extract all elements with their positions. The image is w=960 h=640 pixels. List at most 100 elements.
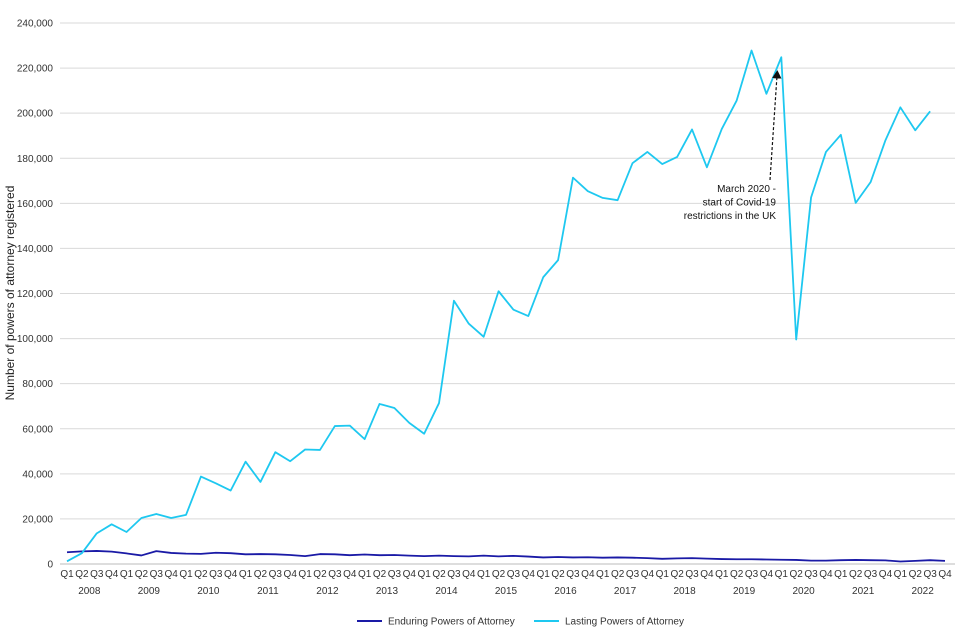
x-tick-label: Q2 (492, 569, 506, 580)
x-year-label: 2011 (257, 586, 279, 597)
series-lines (66, 49, 946, 563)
x-tick-label: Q3 (685, 569, 699, 580)
x-year-label: 2019 (733, 586, 756, 597)
x-tick-label: Q2 (254, 569, 268, 580)
x-tick-label: Q3 (388, 569, 402, 580)
x-tick-label: Q3 (90, 569, 104, 580)
x-tick-label: Q4 (879, 569, 893, 580)
x-tick-label: Q2 (611, 569, 625, 580)
legend-label: Lasting Powers of Attorney (565, 617, 684, 628)
x-tick-label: Q4 (164, 569, 178, 580)
y-axis-title: Number of powers of attorney registered (3, 186, 17, 401)
x-tick-label: Q2 (373, 569, 387, 580)
x-tick-label: Q3 (745, 569, 759, 580)
x-year-label: 2010 (197, 586, 220, 597)
y-axis-tick-labels: 0 20,000 40,000 60,000 80,000 100,000 120,000 1… (17, 19, 54, 571)
legend: Enduring Powers of Attorney Lasting Power… (357, 617, 684, 628)
x-tick-label: Q3 (150, 569, 164, 580)
y-tick-label: 240,000 (17, 19, 54, 30)
x-tick-label: Q1 (298, 569, 312, 580)
x-tick-label: Q1 (775, 569, 789, 580)
x-tick-label: Q1 (60, 569, 74, 580)
x-year-label: 2020 (793, 586, 816, 597)
x-year-label: 2014 (435, 586, 458, 597)
x-tick-label: Q4 (641, 569, 655, 580)
x-tick-label: Q2 (670, 569, 684, 580)
x-year-label: 2008 (78, 586, 101, 597)
x-tick-label: Q2 (790, 569, 804, 580)
y-tick-label: 140,000 (17, 244, 54, 255)
x-tick-label: Q4 (819, 569, 833, 580)
y-tick-label: 80,000 (22, 379, 53, 390)
x-tick-label: Q4 (700, 569, 714, 580)
y-tick-label: 100,000 (17, 334, 54, 345)
x-tick-label: Q1 (477, 569, 491, 580)
x-tick-label: Q2 (909, 569, 923, 580)
x-tick-label: Q3 (804, 569, 818, 580)
gridlines (60, 22, 955, 565)
x-tick-label: Q1 (358, 569, 372, 580)
y-tick-label: 20,000 (22, 514, 53, 525)
x-tick-label: Q2 (849, 569, 863, 580)
x-tick-label: Q3 (923, 569, 937, 580)
y-tick-label: 180,000 (17, 154, 54, 165)
annotation-text: start of Covid-19 (703, 198, 777, 209)
legend-label: Enduring Powers of Attorney (388, 617, 515, 628)
annotation-arrow (769, 70, 782, 181)
x-tick-label: Q1 (656, 569, 670, 580)
x-tick-label: Q1 (894, 569, 908, 580)
x-tick-label: Q4 (224, 569, 238, 580)
x-tick-label: Q3 (507, 569, 521, 580)
x-tick-label: Q3 (626, 569, 640, 580)
x-tick-label: Q1 (834, 569, 848, 580)
x-tick-label: Q4 (581, 569, 595, 580)
x-tick-label: Q4 (105, 569, 119, 580)
x-tick-label: Q3 (864, 569, 878, 580)
x-tick-label: Q4 (284, 569, 298, 580)
x-year-label: 2012 (316, 586, 339, 597)
x-year-label: 2015 (495, 586, 518, 597)
x-tick-label: Q4 (760, 569, 774, 580)
y-tick-label: 220,000 (17, 64, 54, 75)
annotation-text: restrictions in the UK (684, 211, 777, 222)
x-year-label: 2021 (852, 586, 875, 597)
x-tick-label: Q1 (715, 569, 729, 580)
series-line-enduring (66, 550, 946, 563)
x-tick-label: Q3 (447, 569, 461, 580)
x-year-label: 2016 (554, 586, 577, 597)
x-tick-label: Q2 (135, 569, 149, 580)
y-tick-label: 0 (47, 560, 53, 571)
x-tick-label: Q3 (328, 569, 342, 580)
x-tick-label: Q2 (313, 569, 327, 580)
x-tick-label: Q1 (239, 569, 253, 580)
annotation: March 2020 - start of Covid-19 restriction… (684, 70, 782, 222)
x-axis-tick-labels: Q1 Q2 Q3 Q4 Q1 Q2 Q3 Q4 Q1 Q2 Q3 Q4 Q1 Q2 Q3 Q4 Q1 Q2 Q3 Q4… (60, 569, 952, 597)
x-year-label: 2018 (673, 586, 696, 597)
x-year-label: 2013 (376, 586, 399, 597)
x-tick-label: Q2 (730, 569, 744, 580)
x-tick-label: Q4 (403, 569, 417, 580)
x-tick-label: Q1 (417, 569, 431, 580)
x-tick-label: Q1 (596, 569, 610, 580)
x-tick-label: Q3 (209, 569, 223, 580)
x-year-label: 2017 (614, 586, 637, 597)
y-tick-label: 120,000 (17, 289, 54, 300)
x-tick-label: Q2 (194, 569, 208, 580)
x-tick-label: Q2 (551, 569, 565, 580)
x-tick-label: Q2 (432, 569, 446, 580)
x-tick-label: Q4 (462, 569, 476, 580)
y-tick-label: 200,000 (17, 109, 54, 120)
x-tick-label: Q3 (269, 569, 283, 580)
annotation-text: March 2020 - (717, 184, 776, 195)
x-tick-label: Q3 (566, 569, 580, 580)
x-tick-label: Q1 (120, 569, 134, 580)
y-tick-label: 160,000 (17, 199, 54, 210)
y-tick-label: 40,000 (22, 469, 53, 480)
x-tick-label: Q4 (343, 569, 357, 580)
x-tick-label: Q4 (522, 569, 536, 580)
series-line-lasting (66, 49, 931, 563)
x-tick-label: Q2 (75, 569, 89, 580)
x-year-label: 2022 (912, 586, 935, 597)
